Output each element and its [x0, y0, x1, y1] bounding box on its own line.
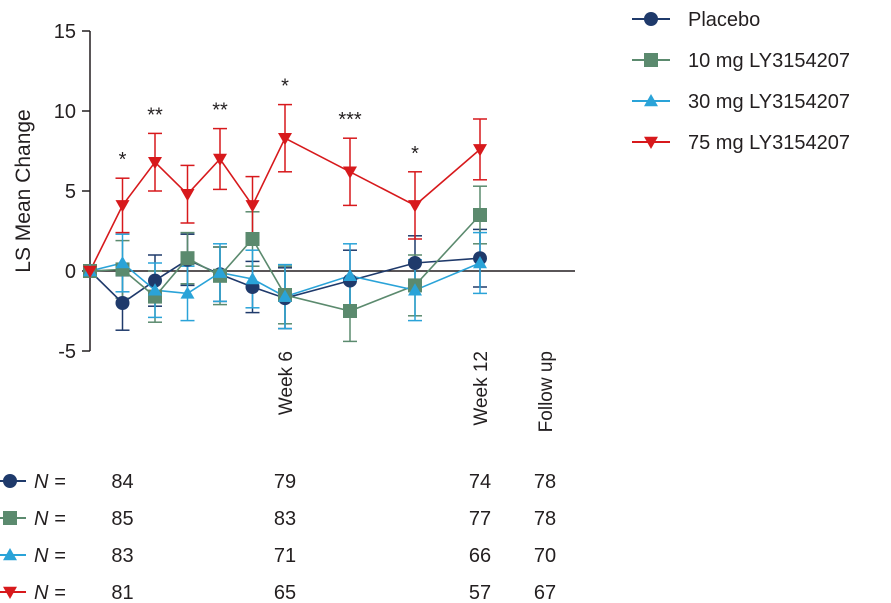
n-value: 74: [469, 471, 491, 493]
n-value: 71: [274, 545, 296, 567]
data-point: [408, 283, 422, 296]
legend-label: Placebo: [688, 9, 760, 31]
legend-item: 30 mg LY3154207: [632, 91, 850, 113]
data-point: [148, 156, 162, 170]
n-table-row: N = 81 65 57 67: [0, 582, 556, 603]
series-line: [89, 262, 481, 298]
data-point: [408, 256, 422, 270]
significance-label: *: [281, 76, 289, 98]
y-tick-label: 0: [65, 261, 76, 283]
data-point: [343, 268, 357, 282]
legend-marker: [644, 12, 658, 26]
data-point: [245, 232, 260, 246]
n-value: 85: [111, 508, 133, 530]
data-point: [245, 272, 260, 285]
n-value: 83: [274, 508, 296, 530]
n-value: 78: [534, 471, 556, 493]
n-value: 81: [111, 582, 133, 603]
legend-marker: [644, 53, 658, 67]
n-value: 65: [274, 582, 296, 603]
legend-item: 75 mg LY3154207: [632, 132, 850, 154]
y-ticks: -5 0 5 10 15: [54, 21, 90, 363]
significance-label: ***: [338, 109, 362, 131]
n-row-label: N =: [34, 545, 66, 567]
legend-label: 30 mg LY3154207: [688, 91, 850, 113]
axes: [89, 31, 575, 351]
data-point: [180, 188, 195, 202]
x-tick-label: Week 6: [276, 351, 297, 415]
significance-label: **: [147, 104, 163, 126]
data-point: [180, 251, 195, 266]
n-value: 79: [274, 471, 296, 493]
n-value: 78: [534, 508, 556, 530]
data-point: [83, 265, 97, 278]
n-table-row: N = 84 79 74 78: [0, 471, 556, 493]
n-value: 84: [111, 471, 133, 493]
significance-label: *: [119, 149, 127, 171]
x-tick-label: Week 12: [471, 351, 492, 426]
legend-item: Placebo: [632, 9, 760, 31]
n-table-row: N = 83 71 66 70: [0, 545, 556, 567]
legend: Placebo 10 mg LY3154207 30 mg LY3154207 75 …: [632, 9, 850, 154]
n-row-marker: [3, 474, 17, 488]
data-point: [408, 200, 422, 213]
significance-label: *: [411, 143, 419, 165]
data-point: [343, 166, 357, 179]
n-row-label: N =: [34, 508, 66, 530]
y-tick-label: 15: [54, 21, 76, 43]
data-point: [148, 283, 162, 296]
legend-marker: [644, 136, 658, 149]
data-point: [473, 256, 487, 269]
n-value: 57: [469, 582, 491, 603]
series-line: [89, 214, 481, 312]
significance-label: *: [541, 0, 549, 5]
data-point: [343, 304, 357, 318]
n-value: 77: [469, 508, 491, 530]
n-row-marker: [3, 511, 17, 525]
significance-label: **: [212, 100, 228, 122]
n-value: 66: [469, 545, 491, 567]
n-table-row: N = 85 83 77 78: [0, 508, 556, 530]
data-point: [115, 200, 130, 213]
y-axis-title: LS Mean Change: [12, 109, 35, 272]
n-table: N = 84 79 74 78 N = 85 83 77 78 N = 83 71 66 70 N = 81 65…: [0, 471, 556, 603]
data-point: [115, 296, 130, 310]
x-tick-label: Follow up: [536, 351, 557, 432]
error-bars: [115, 103, 487, 343]
data-point: [245, 200, 260, 213]
series-line: [89, 257, 481, 305]
data-point: [115, 256, 130, 269]
y-tick-label: 5: [65, 181, 76, 203]
data-point: [473, 144, 487, 157]
x-tick-labels: Week 6 Week 12 Follow up: [276, 351, 557, 432]
data-point: [473, 208, 487, 222]
y-tick-label: -5: [58, 341, 76, 363]
n-value: 83: [111, 545, 133, 567]
data-point: [278, 289, 292, 302]
series-markers: [83, 132, 487, 318]
y-tick-label: 10: [54, 101, 76, 123]
n-row-marker: [3, 586, 17, 599]
data-point: [278, 132, 292, 146]
n-row-label: N =: [34, 471, 66, 493]
n-row-label: N =: [34, 582, 66, 603]
n-value: 70: [534, 545, 556, 567]
data-point: [148, 273, 162, 288]
data-point: [180, 286, 195, 299]
legend-label: 10 mg LY3154207: [688, 50, 850, 72]
n-row-marker: [3, 548, 17, 561]
significance-markers: ***********: [119, 0, 550, 171]
series-lines: [89, 137, 481, 312]
legend-marker: [644, 94, 658, 107]
n-value: 67: [534, 582, 556, 603]
legend-item: 10 mg LY3154207: [632, 50, 850, 72]
series-line: [89, 137, 481, 272]
data-point: [213, 265, 227, 278]
data-point: [213, 153, 227, 166]
legend-label: 75 mg LY3154207: [688, 132, 850, 154]
